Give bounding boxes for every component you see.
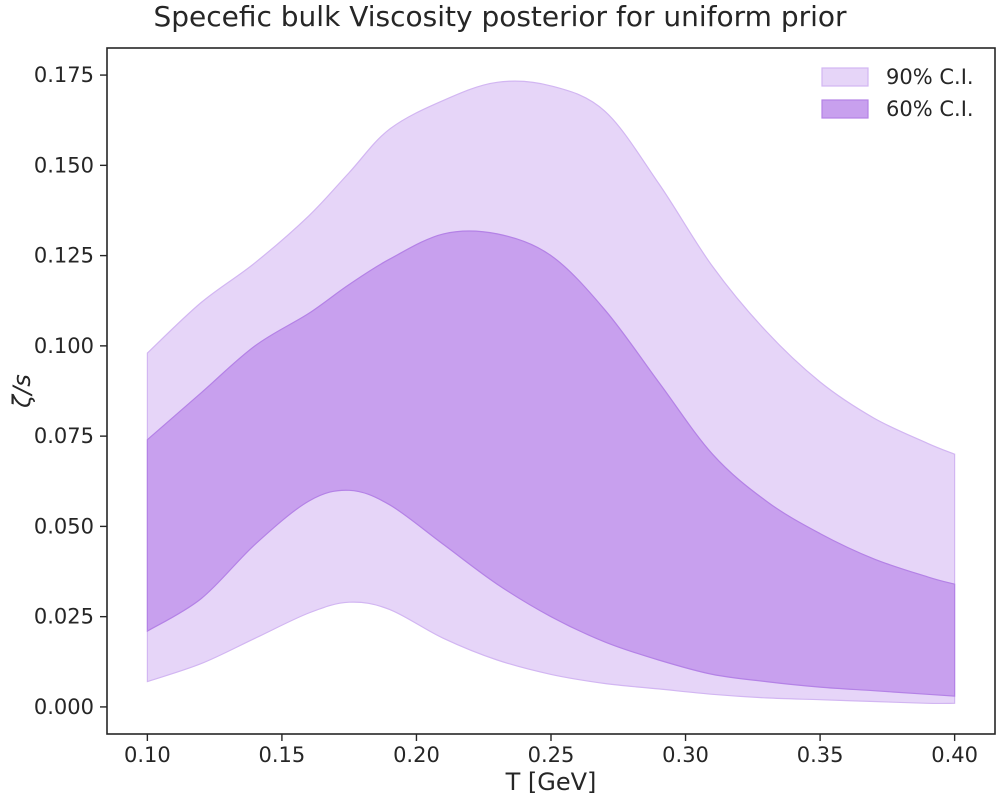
chart-title: Specefic bulk Viscosity posterior for un… (153, 0, 847, 33)
y-tick-label: 0.075 (34, 424, 94, 448)
y-tick-label: 0.125 (34, 244, 94, 268)
x-axis-label: T [GeV] (505, 768, 597, 796)
legend: 90% C.I. 60% C.I. (821, 65, 974, 121)
x-tick-label: 0.30 (662, 743, 709, 767)
y-tick-label: 0.150 (34, 153, 94, 177)
legend-label: 60% C.I. (886, 97, 974, 121)
x-tick-label: 0.35 (797, 743, 844, 767)
x-tick-label: 0.15 (259, 743, 306, 767)
y-tick-label: 0.025 (34, 605, 94, 629)
legend-swatch-90 (821, 67, 869, 87)
y-axis-label: ζ/s (8, 374, 36, 409)
y-tick-label: 0.000 (34, 695, 94, 719)
legend-label: 90% C.I. (886, 65, 974, 89)
x-tick-label: 0.10 (124, 743, 171, 767)
y-tick-label: 0.100 (34, 334, 94, 358)
y-tick-label: 0.050 (34, 514, 94, 538)
x-tick-label: 0.20 (393, 743, 440, 767)
bands-layer (146, 80, 956, 705)
y-axis: 0.000 0.025 0.050 0.075 0.100 0.125 0.150 0.175 (34, 63, 107, 719)
x-tick-label: 0.40 (931, 743, 978, 767)
y-tick-label: 0.175 (34, 63, 94, 87)
x-axis: 0.10 0.15 0.20 0.25 0.30 0.35 0.40 (124, 734, 978, 767)
legend-swatch-60 (821, 99, 869, 119)
band-60-ci (146, 230, 956, 697)
x-tick-label: 0.25 (528, 743, 575, 767)
